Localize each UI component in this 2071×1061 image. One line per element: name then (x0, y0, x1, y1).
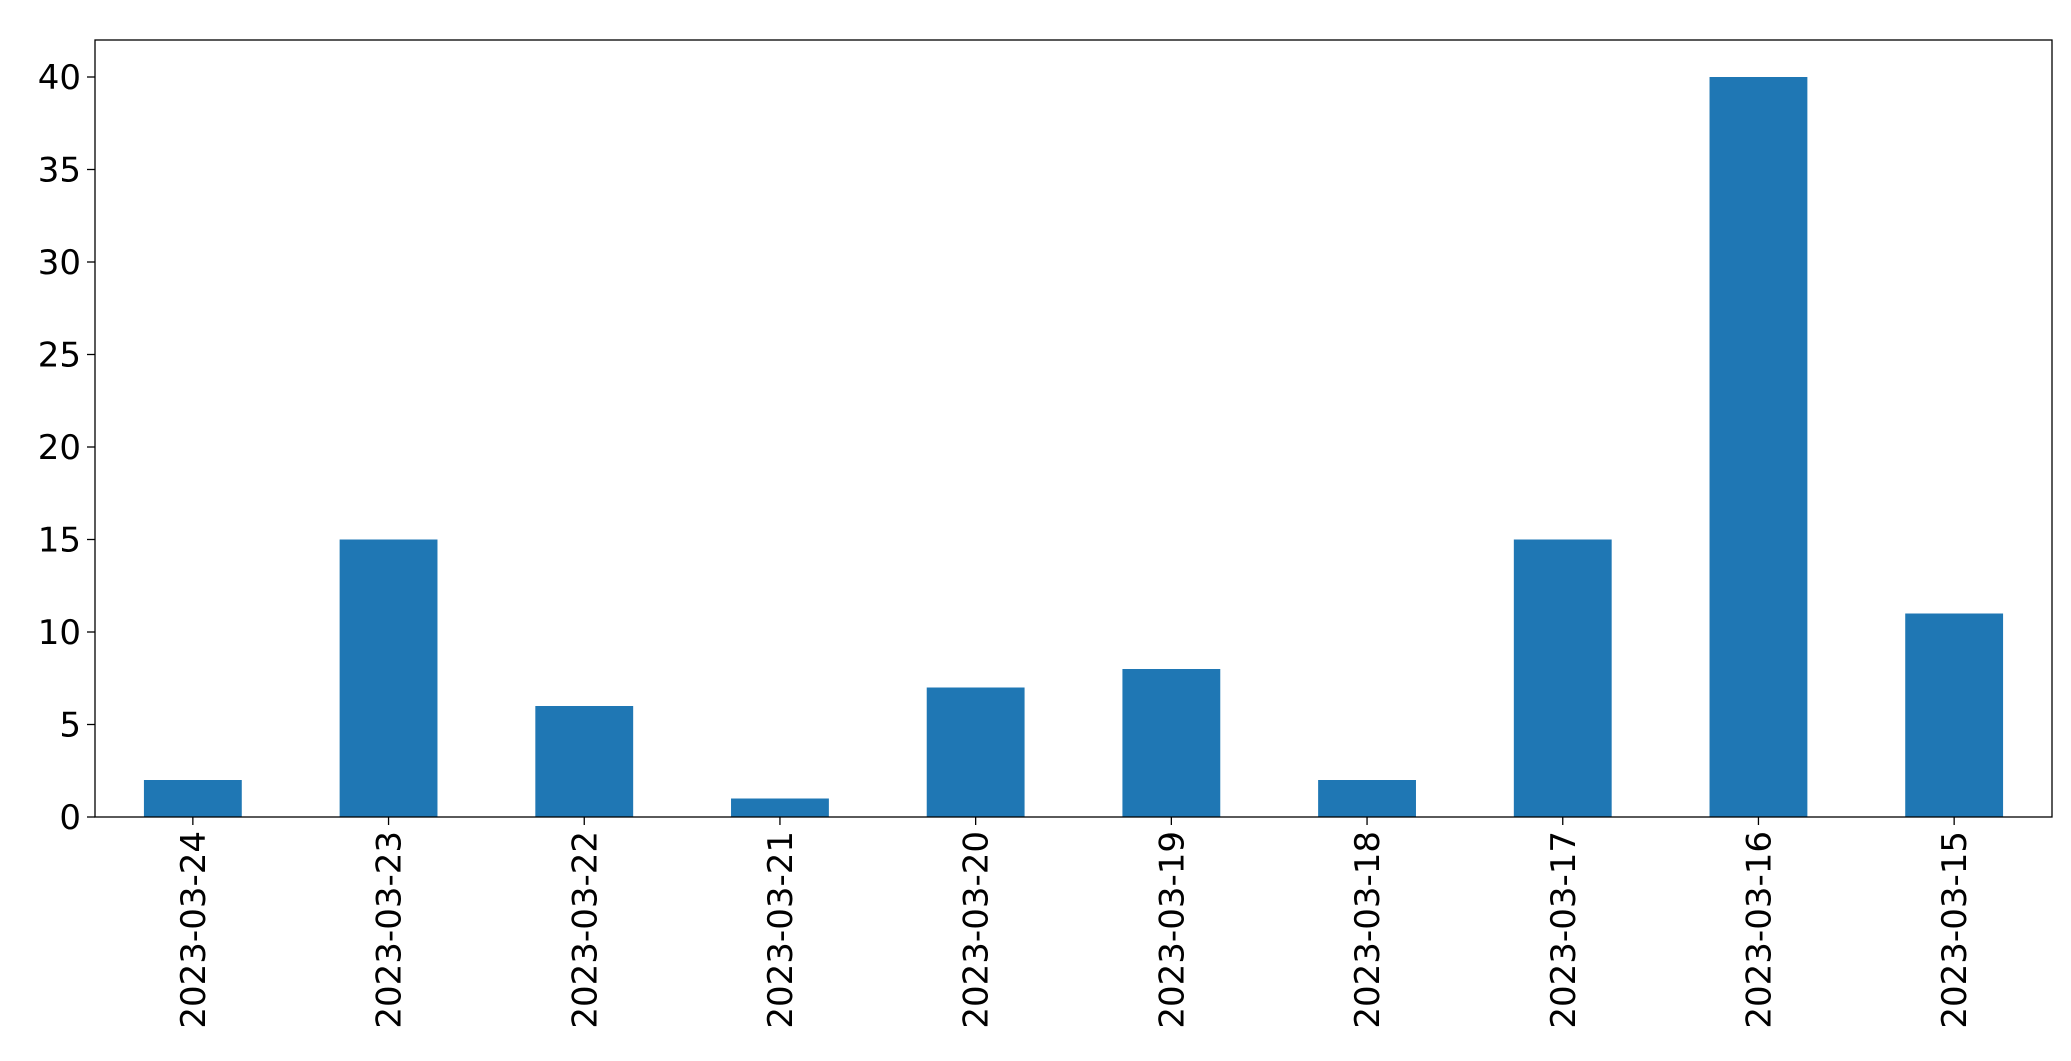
x-tick-label: 2023-03-16 (1739, 831, 1779, 1029)
bar (143, 780, 242, 817)
y-tick-label: 25 (38, 336, 81, 376)
y-tick-label: 10 (38, 613, 81, 653)
y-tick-label: 5 (59, 706, 81, 746)
x-tick-label: 2023-03-23 (370, 831, 410, 1029)
x-tick-label: 2023-03-15 (1935, 831, 1975, 1029)
y-tick-label: 0 (59, 798, 81, 838)
x-tick-label: 2023-03-18 (1348, 831, 1388, 1029)
bar (1513, 539, 1612, 817)
y-tick-label: 30 (38, 243, 81, 283)
bar (1905, 613, 2004, 817)
y-tick-label: 20 (38, 428, 81, 468)
x-tick-label: 2023-03-21 (761, 831, 801, 1029)
y-tick-label: 35 (38, 151, 81, 191)
x-tick-label: 2023-03-22 (565, 831, 605, 1029)
bar (535, 706, 634, 817)
bar (926, 687, 1025, 817)
bar (1122, 669, 1221, 817)
x-tick-label: 2023-03-19 (1152, 831, 1192, 1029)
y-tick-label: 15 (38, 521, 81, 561)
bar (1709, 77, 1808, 817)
bar (731, 798, 829, 817)
bar (1318, 780, 1416, 817)
x-tick-label: 2023-03-17 (1544, 831, 1584, 1029)
x-tick-label: 2023-03-20 (957, 831, 997, 1029)
bar (339, 539, 438, 817)
y-tick-label: 40 (38, 58, 81, 98)
x-tick-label: 2023-03-24 (174, 831, 214, 1029)
plot-frame (94, 39, 2053, 818)
